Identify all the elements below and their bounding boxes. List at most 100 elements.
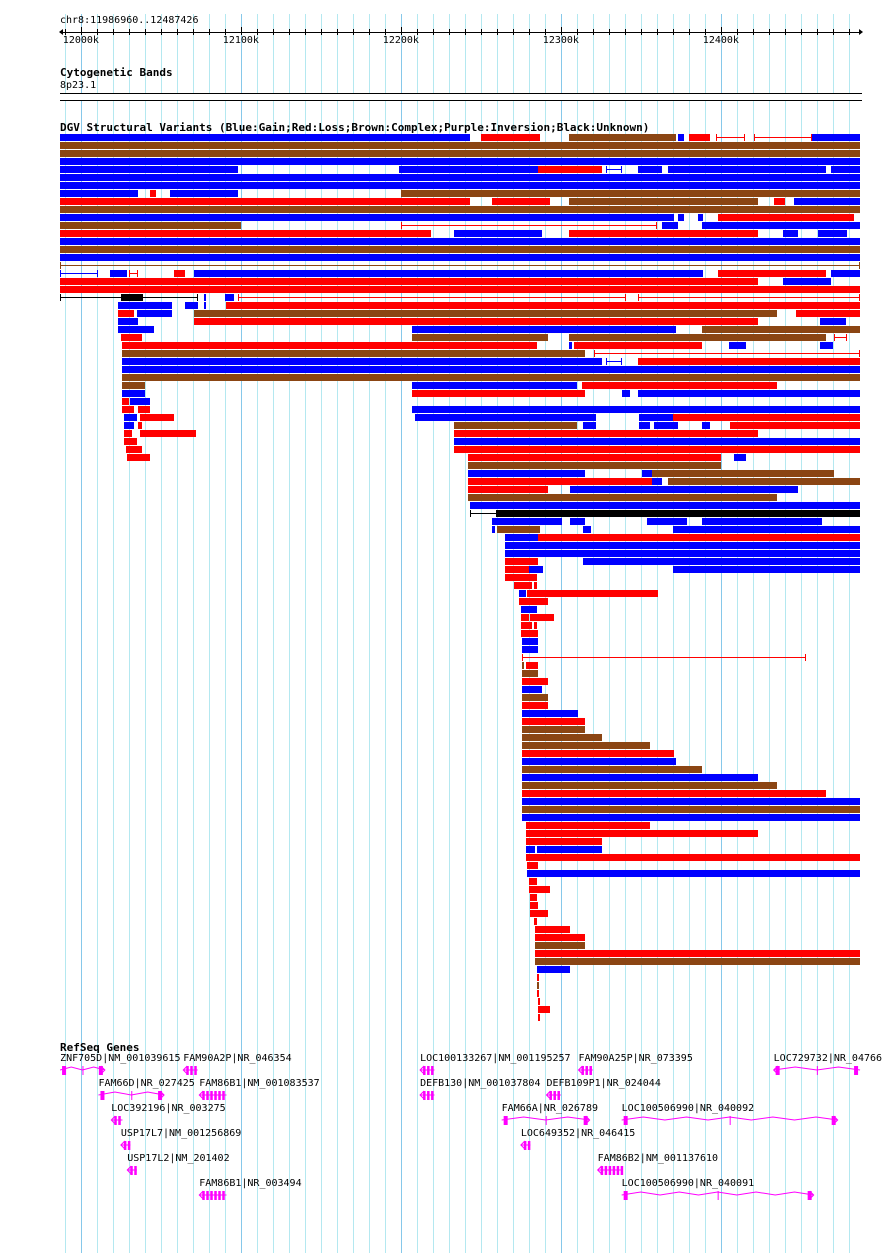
gene-label[interactable]: DEFB130|NM_001037804 <box>420 1078 541 1089</box>
gene-label[interactable]: USP17L2|NM_201402 <box>127 1153 230 1164</box>
dgv-variant-unknown[interactable] <box>496 510 861 517</box>
dgv-variant-loss[interactable] <box>528 886 550 893</box>
dgv-variant-gain[interactable] <box>639 414 673 421</box>
dgv-variant-complex[interactable] <box>535 958 861 965</box>
dgv-variant-complex[interactable] <box>668 478 861 485</box>
dgv-variant-loss[interactable] <box>122 398 129 405</box>
dgv-variant-loss[interactable] <box>525 854 861 861</box>
gene-label[interactable]: LOC100133267|NM_001195257 <box>420 1053 571 1064</box>
dgv-variant-complex[interactable] <box>496 526 541 533</box>
dgv-variant-gain[interactable] <box>184 302 198 309</box>
dgv-variant-gain[interactable] <box>412 406 861 413</box>
dgv-variant-gain[interactable] <box>820 342 833 349</box>
gene-label[interactable]: FAM86B1|NM_001083537 <box>199 1078 320 1089</box>
dgv-variant-complex[interactable] <box>522 694 549 701</box>
dgv-variant-gain[interactable] <box>412 382 577 389</box>
dgv-variant-gain[interactable] <box>653 422 678 429</box>
dgv-variant-complex[interactable] <box>60 206 861 213</box>
dgv-variant-gain[interactable] <box>672 526 861 533</box>
dgv-variant-gain[interactable] <box>520 606 537 613</box>
dgv-variant-loss[interactable] <box>492 198 550 205</box>
dgv-variant-gain[interactable] <box>504 534 539 541</box>
dgv-variant-gain[interactable] <box>522 686 542 693</box>
dgv-variant-loss[interactable] <box>514 582 533 589</box>
dgv-variant-gain[interactable] <box>204 294 207 301</box>
dgv-variant-complex[interactable] <box>194 310 777 317</box>
dgv-variant-complex[interactable] <box>60 150 861 157</box>
dgv-variant-gain[interactable] <box>60 158 861 165</box>
dgv-variant-gain[interactable] <box>831 166 861 173</box>
dgv-variant-gain[interactable] <box>122 390 145 397</box>
dgv-variant-gain[interactable] <box>60 214 675 221</box>
dgv-variant-gain[interactable] <box>701 422 710 429</box>
dgv-variant-loss[interactable] <box>468 454 721 461</box>
dgv-variant-loss[interactable] <box>773 198 785 205</box>
dgv-variant-gain[interactable] <box>468 470 585 477</box>
dgv-variant-loss[interactable] <box>535 926 571 933</box>
dgv-variant-loss[interactable] <box>538 534 861 541</box>
dgv-variant-gain[interactable] <box>536 966 571 973</box>
dgv-variant-complex[interactable] <box>568 334 827 341</box>
dgv-variant-loss[interactable] <box>125 446 142 453</box>
dgv-variant-complex[interactable] <box>568 198 758 205</box>
dgv-variant-gain[interactable] <box>733 454 747 461</box>
dgv-variant-loss[interactable] <box>117 310 134 317</box>
dgv-variant-gain[interactable] <box>621 390 630 397</box>
dgv-variant-gain[interactable] <box>122 358 603 365</box>
dgv-variant-gain[interactable] <box>831 270 861 277</box>
dgv-variant-gain[interactable] <box>522 798 861 805</box>
dgv-variant-loss[interactable] <box>581 382 777 389</box>
dgv-variant-gain[interactable] <box>527 870 861 877</box>
gene-label[interactable]: LOC649352|NR_046415 <box>520 1128 636 1139</box>
dgv-variant-loss[interactable] <box>480 134 541 141</box>
dgv-variant-loss-split[interactable] <box>637 297 861 298</box>
dgv-variant-complex[interactable] <box>122 374 861 381</box>
dgv-variant-gain[interactable] <box>122 366 861 373</box>
dgv-variant-loss[interactable] <box>533 622 537 629</box>
dgv-variant-loss[interactable] <box>530 910 549 917</box>
dgv-variant-gain[interactable] <box>794 198 861 205</box>
dgv-variant-loss[interactable] <box>522 678 549 685</box>
dgv-variant-gain[interactable] <box>522 814 861 821</box>
dgv-variant-loss[interactable] <box>530 614 555 621</box>
dgv-variant-loss[interactable] <box>504 574 537 581</box>
dgv-variant-gain[interactable] <box>130 398 150 405</box>
dgv-variant-complex[interactable] <box>522 726 585 733</box>
dgv-variant-gain[interactable] <box>661 222 678 229</box>
dgv-variant-loss[interactable] <box>194 318 758 325</box>
dgv-variant-loss-split[interactable] <box>716 137 745 138</box>
dgv-variant-loss-split[interactable] <box>400 225 657 226</box>
dgv-variant-complex[interactable] <box>522 806 861 813</box>
dgv-variant-unknown-split[interactable] <box>469 513 497 514</box>
dgv-variant-loss[interactable] <box>468 486 549 493</box>
dgv-variant-gain[interactable] <box>522 710 579 717</box>
dgv-variant-loss-split[interactable] <box>128 273 139 274</box>
gene-label[interactable]: FAM66A|NR_026789 <box>501 1103 598 1114</box>
gene-label[interactable]: LOC729732|NR_04766 <box>773 1053 883 1064</box>
dgv-variant-loss[interactable] <box>535 950 861 957</box>
dgv-variant-loss[interactable] <box>520 614 529 621</box>
dgv-variant-gain[interactable] <box>117 326 155 333</box>
dgv-variant-loss[interactable] <box>527 590 659 597</box>
dgv-variant-complex[interactable] <box>412 334 549 341</box>
dgv-variant-loss[interactable] <box>60 286 861 293</box>
dgv-variant-loss[interactable] <box>525 822 651 829</box>
dgv-variant-complex[interactable] <box>522 742 651 749</box>
gene-label[interactable]: USP17L7|NM_001256869 <box>120 1128 242 1139</box>
dgv-variant-loss[interactable] <box>637 358 861 365</box>
dgv-variant-gain[interactable] <box>568 342 573 349</box>
dgv-variant-complex[interactable] <box>522 782 777 789</box>
dgv-variant-loss[interactable] <box>453 430 758 437</box>
dgv-variant-gain[interactable] <box>672 566 861 573</box>
dgv-variant-complex[interactable] <box>701 326 861 333</box>
dgv-variant-gain[interactable] <box>136 310 173 317</box>
dgv-variant-loss[interactable] <box>226 302 861 309</box>
dgv-variant-loss[interactable] <box>730 422 861 429</box>
dgv-variant-gain[interactable] <box>124 414 137 421</box>
dgv-variant-gain[interactable] <box>60 182 861 189</box>
dgv-variant-loss[interactable] <box>535 934 585 941</box>
dgv-variant-loss[interactable] <box>504 566 529 573</box>
dgv-variant-gain[interactable] <box>504 550 861 557</box>
dgv-variant-loss[interactable] <box>519 598 549 605</box>
dgv-variant-loss[interactable] <box>120 334 142 341</box>
